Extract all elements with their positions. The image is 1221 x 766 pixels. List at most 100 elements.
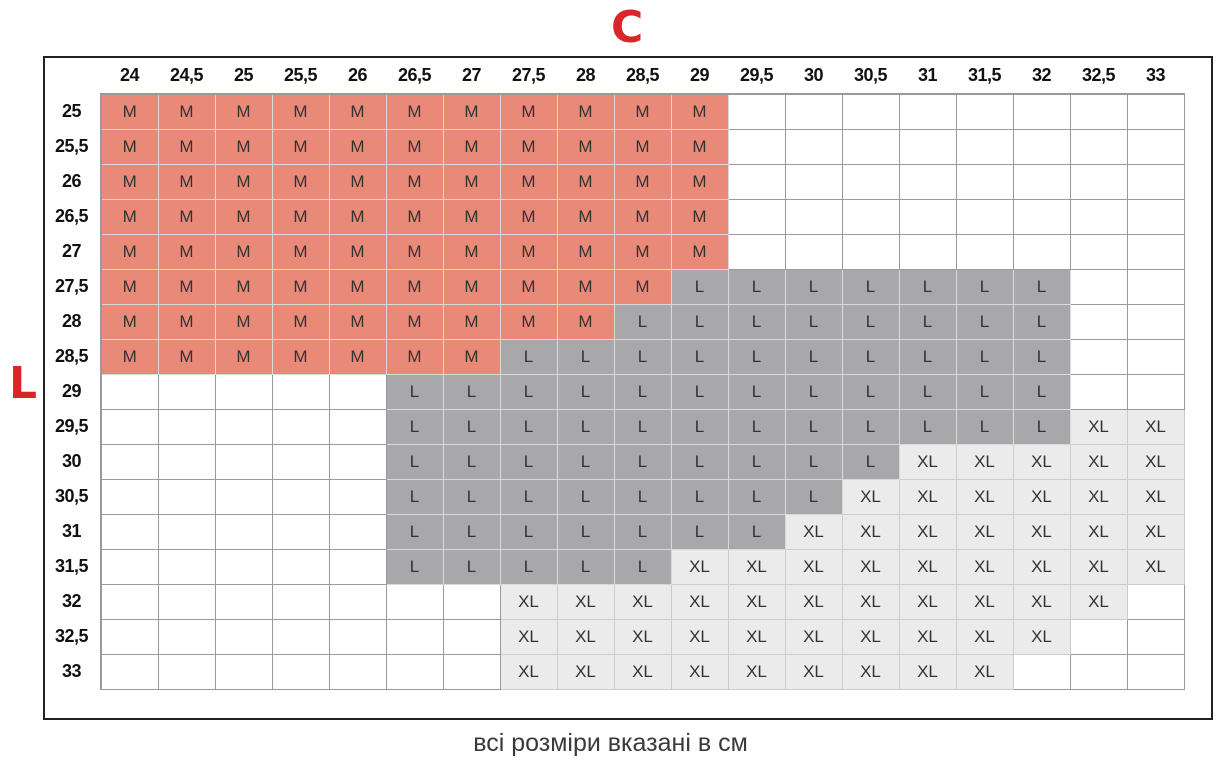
size-cell: XL <box>1012 548 1071 585</box>
size-cell <box>898 233 957 270</box>
size-cell: L <box>784 268 843 305</box>
size-cell: M <box>556 93 615 130</box>
size-cell: M <box>214 303 273 340</box>
size-cell: L <box>556 548 615 585</box>
size-cell: L <box>385 548 444 585</box>
size-cell <box>1126 93 1185 130</box>
size-cell <box>841 198 900 235</box>
size-cell: M <box>442 233 501 270</box>
size-cell: M <box>556 233 615 270</box>
size-cell: M <box>442 163 501 200</box>
size-cell: L <box>670 338 729 375</box>
size-cell: M <box>442 93 501 130</box>
size-cell: M <box>499 198 558 235</box>
size-cell: L <box>442 408 501 445</box>
row-header: 30 <box>43 444 102 479</box>
size-cell: M <box>670 233 729 270</box>
size-cell: XL <box>1126 513 1185 550</box>
size-cell: XL <box>898 478 957 515</box>
size-cell <box>328 373 387 410</box>
size-cell: L <box>499 373 558 410</box>
size-cell: M <box>613 233 672 270</box>
size-cell: M <box>100 128 159 165</box>
size-cell: XL <box>556 583 615 620</box>
size-cell <box>271 548 330 585</box>
size-cell: XL <box>898 618 957 655</box>
size-cell <box>100 478 159 515</box>
size-cell: M <box>613 93 672 130</box>
size-cell: L <box>727 478 786 515</box>
size-cell <box>727 93 786 130</box>
size-cell: XL <box>898 583 957 620</box>
size-cell <box>271 583 330 620</box>
row-header: 33 <box>43 654 102 689</box>
size-cell: M <box>556 268 615 305</box>
size-cell: XL <box>955 618 1014 655</box>
size-cell <box>214 583 273 620</box>
size-table: 24 24,5 25 25,5 26 26,5 27 27,5 28 28,5 29 29,5 30 30… <box>43 58 1185 690</box>
table-row: 25,5 M M M M M M M M M M M <box>43 128 1185 165</box>
size-cell: M <box>328 303 387 340</box>
size-cell: M <box>328 163 387 200</box>
size-cell: XL <box>955 443 1014 480</box>
header-row: 24 24,5 25 25,5 26 26,5 27 27,5 28 28,5 29 29,5 30 30… <box>43 58 1184 95</box>
size-cell: XL <box>1069 408 1128 445</box>
size-cell: M <box>556 198 615 235</box>
size-cell: XL <box>1069 478 1128 515</box>
size-cell: M <box>556 163 615 200</box>
size-cell <box>1126 303 1185 340</box>
size-cell <box>841 128 900 165</box>
table-row: 28,5 M M M M M M M L L L L L L L L L L <box>43 338 1185 375</box>
size-cell: L <box>1012 408 1071 445</box>
size-cell <box>100 548 159 585</box>
row-header: 26 <box>43 164 102 199</box>
table-row: 27,5 M M M M M M M M M M L L L L L L L <box>43 268 1185 305</box>
size-cell: L <box>442 513 501 550</box>
row-header: 32,5 <box>43 619 102 654</box>
size-cell: XL <box>1126 443 1185 480</box>
size-cell: XL <box>556 618 615 655</box>
size-cell: L <box>613 548 672 585</box>
size-cell: L <box>784 303 843 340</box>
size-cell: L <box>955 408 1014 445</box>
size-cell: L <box>670 303 729 340</box>
row-header: 29,5 <box>43 409 102 444</box>
size-cell: XL <box>898 513 957 550</box>
size-cell: L <box>442 548 501 585</box>
size-cell: L <box>670 268 729 305</box>
size-cell: M <box>157 268 216 305</box>
table-row: 25 M M M M M M M M M M M <box>43 93 1185 130</box>
size-cell: L <box>613 478 672 515</box>
size-cell: M <box>499 163 558 200</box>
size-cell: M <box>385 338 444 375</box>
size-cell: M <box>613 128 672 165</box>
size-cell: M <box>499 303 558 340</box>
size-cell: M <box>613 163 672 200</box>
size-cell: M <box>271 338 330 375</box>
row-header: 25 <box>43 94 102 129</box>
size-cell: XL <box>1069 513 1128 550</box>
size-cell: XL <box>841 653 900 690</box>
size-cell: M <box>499 268 558 305</box>
size-cell <box>727 233 786 270</box>
size-cell: M <box>271 303 330 340</box>
size-cell: XL <box>841 548 900 585</box>
size-cell: M <box>556 128 615 165</box>
size-cell: M <box>214 338 273 375</box>
size-cell: XL <box>841 478 900 515</box>
size-cell <box>1069 373 1128 410</box>
size-cell: M <box>613 198 672 235</box>
size-cell <box>271 618 330 655</box>
size-cell: L <box>670 478 729 515</box>
size-cell: XL <box>499 618 558 655</box>
size-cell: M <box>157 163 216 200</box>
size-cell <box>1069 618 1128 655</box>
size-cell: XL <box>1012 513 1071 550</box>
column-header: 25 <box>215 58 272 95</box>
size-cell: L <box>499 443 558 480</box>
size-cell: L <box>613 513 672 550</box>
size-cell: XL <box>556 653 615 690</box>
size-cell <box>328 653 387 690</box>
size-cell <box>1126 583 1185 620</box>
size-cell <box>271 478 330 515</box>
